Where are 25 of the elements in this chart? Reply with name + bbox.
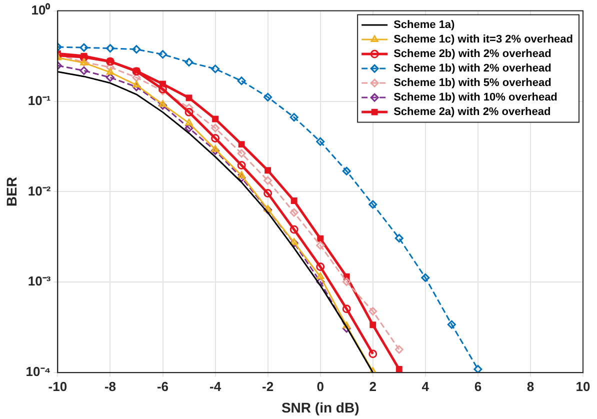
y-tick-label: 10⁻⁴ (26, 364, 51, 380)
y-tick-label: 10⁰ (31, 2, 51, 18)
x-tick-label: 0 (316, 378, 324, 394)
x-axis-title: SNR (in dB) (281, 399, 360, 416)
legend-label: Scheme 2b) with 2% overhead (394, 48, 552, 60)
y-axis-title: BER (3, 176, 20, 206)
legend-label: Scheme 2a) with 2% overhead (394, 106, 551, 118)
x-tick-label: 4 (422, 378, 430, 394)
x-tick-label: -4 (210, 378, 222, 394)
legend-label: Scheme 1c) with it=3 2% overhead (394, 34, 574, 46)
y-tick-label: 10⁻² (28, 183, 52, 198)
y-tick-label: 10⁻¹ (28, 92, 51, 108)
x-tick-label: -6 (156, 378, 169, 394)
legend-label: Scheme 1b) with 5% overhead (394, 77, 552, 90)
y-tick-label: 10⁻³ (28, 274, 52, 289)
legend-label: Scheme 1a) (394, 19, 456, 32)
x-tick-label: -10 (48, 378, 68, 394)
x-tick-label: -8 (104, 378, 116, 394)
x-tick-label: 8 (526, 378, 534, 394)
x-tick-label: -2 (262, 378, 274, 394)
legend-label: Scheme 1b) with 10% overhead (394, 92, 558, 104)
x-tick-label: 6 (474, 378, 482, 394)
legend-label: Scheme 1b) with 2% overhead (394, 62, 552, 75)
x-tick-label: 2 (369, 378, 376, 394)
x-tick-label: 10 (576, 378, 590, 394)
